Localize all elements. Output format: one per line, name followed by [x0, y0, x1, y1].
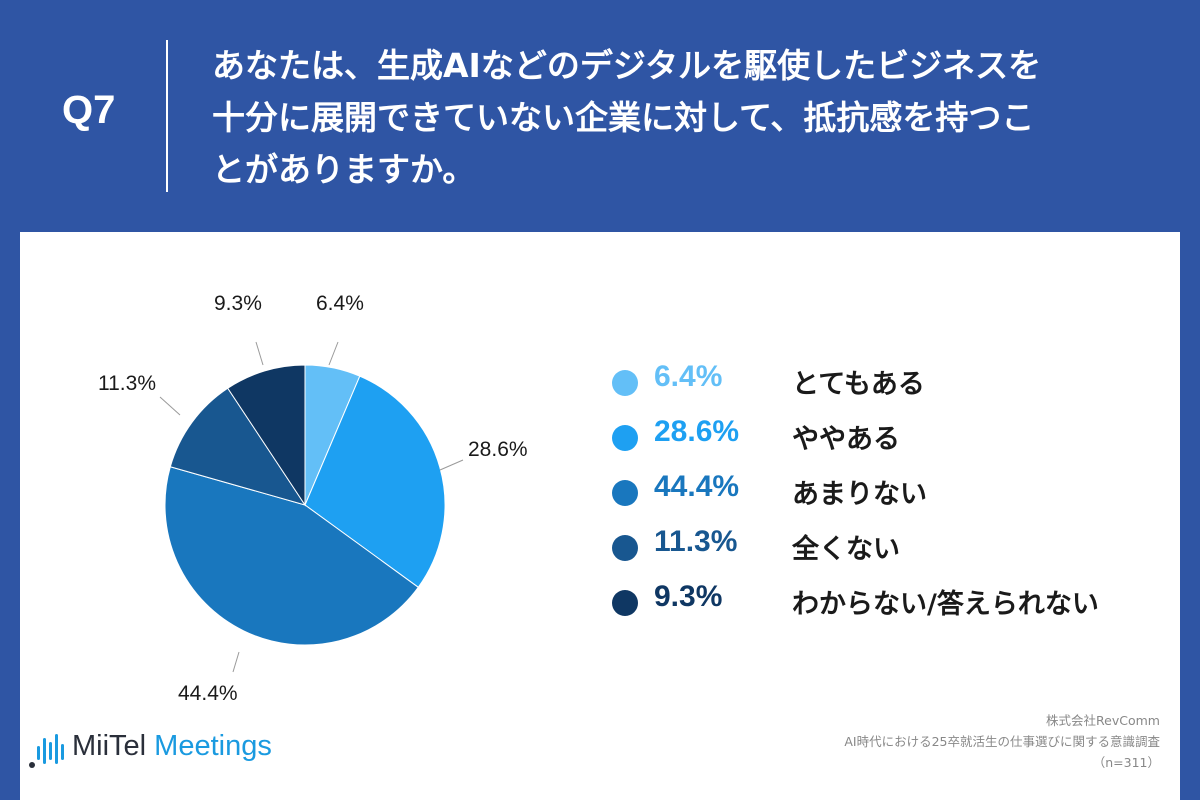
chart-panel: 6.4% 28.6% 44.4% 11.3% 9.3% 6.4% とてもある 28.6% やや… — [20, 232, 1180, 800]
legend-value: 6.4% — [654, 360, 723, 393]
legend-swatch — [612, 535, 638, 561]
source-sample: （n=311） — [1092, 755, 1160, 770]
legend-label: あまりない — [792, 479, 927, 510]
legend-label: とてもある — [792, 369, 925, 400]
header: Q7 あなたは、生成AIなどのデジタルを駆使したビジネスを 十分に展開できていな… — [0, 0, 1200, 232]
question-line: とがありますか。 — [212, 150, 476, 189]
logo-wordmark: MiiTel Meetings — [72, 730, 272, 763]
source-company: 株式会社RevComm — [1046, 713, 1160, 728]
slice-percent-label: 6.4% — [316, 292, 364, 315]
pie-slice — [304, 375, 446, 588]
legend-label: ややある — [792, 424, 900, 455]
audio-bars-icon — [29, 734, 64, 768]
slice-percent-label: 11.3% — [98, 372, 156, 395]
pie-slice — [227, 364, 306, 507]
leader-line — [255, 341, 264, 366]
logo-text-miitel: MiiTel — [72, 730, 147, 762]
leader-line — [328, 341, 339, 366]
legend-value: 28.6% — [654, 415, 740, 448]
question-number: Q7 — [62, 88, 116, 132]
leader-line — [159, 396, 181, 416]
question-text: あなたは、生成AIなどのデジタルを駆使したビジネスを 十分に展開できていない企業… — [212, 40, 1112, 196]
source-note: 株式会社RevComm AI時代における25卒就活生の仕事選びに関する意識調査 … — [844, 710, 1160, 773]
legend-swatch — [612, 425, 638, 451]
source-survey: AI時代における25卒就活生の仕事選びに関する意識調査 — [844, 734, 1160, 749]
slice-percent-label: 28.6% — [468, 438, 528, 461]
legend-swatch — [612, 480, 638, 506]
logo-text-meetings: Meetings — [146, 730, 272, 762]
legend-swatch — [612, 590, 638, 616]
leader-line — [232, 651, 240, 673]
legend-swatch — [612, 370, 638, 396]
slice-percent-label: 9.3% — [214, 292, 262, 315]
legend-label: わからない/答えられない — [792, 589, 1099, 620]
question-line: あなたは、生成AIなどのデジタルを駆使したビジネスを — [212, 46, 1042, 85]
legend-label: 全くない — [792, 534, 900, 565]
pie-slice — [164, 466, 419, 646]
legend-value: 11.3% — [654, 525, 738, 558]
miitel-logo: MiiTel Meetings — [28, 730, 272, 770]
pie-slice — [169, 387, 307, 506]
question-line: 十分に展開できていない企業に対して、抵抗感を持つこ — [212, 98, 1035, 137]
legend-value: 44.4% — [654, 470, 740, 503]
header-divider — [166, 40, 168, 192]
slice-percent-label: 44.4% — [178, 682, 238, 705]
pie-chart — [159, 341, 464, 673]
leader-line — [439, 459, 464, 471]
legend-value: 9.3% — [654, 580, 723, 613]
